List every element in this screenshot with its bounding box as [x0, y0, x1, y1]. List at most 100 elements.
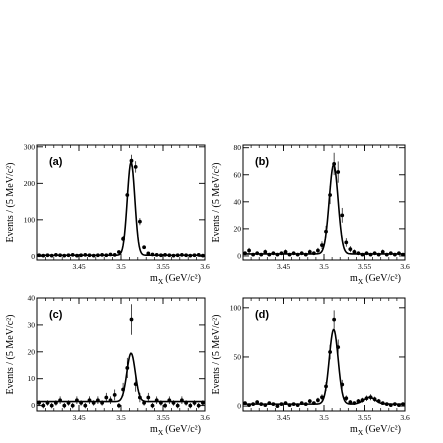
- data-point: [83, 403, 88, 408]
- data-point: [384, 252, 389, 257]
- data-point: [175, 403, 180, 408]
- data-point: [58, 253, 62, 258]
- fit-curve: [243, 328, 405, 405]
- data-point: [267, 252, 272, 257]
- data-point: [62, 403, 67, 408]
- data-point: [384, 402, 389, 407]
- x-tick-label: 3.5: [116, 262, 126, 271]
- data-point: [167, 253, 172, 258]
- data-point: [96, 398, 100, 403]
- data-point: [171, 401, 176, 405]
- data-point: [96, 253, 100, 258]
- data-point: [125, 366, 130, 370]
- data-point: [201, 401, 205, 405]
- data-point: [129, 317, 134, 322]
- data-point: [104, 395, 109, 400]
- data-point: [275, 252, 280, 257]
- data-point: [41, 253, 46, 258]
- data-point: [100, 401, 104, 405]
- x-tick-label: 3.45: [72, 262, 85, 271]
- data-point: [332, 317, 337, 322]
- data-point: [167, 398, 172, 403]
- data-point: [196, 252, 201, 257]
- chart-panel: 3.45 3.5 3.55 3.6 0 20 40 60 80 (b) mX (GeV/c²) Even…: [211, 143, 410, 286]
- data-point: [66, 401, 71, 405]
- data-point: [259, 252, 264, 257]
- y-tick-label: 300: [24, 142, 36, 151]
- data-point: [271, 402, 276, 407]
- data-point: [125, 193, 130, 197]
- data-point: [360, 398, 365, 403]
- data-point: [279, 402, 284, 407]
- y-axis-title: Events / (5 MeV/c²): [211, 315, 222, 395]
- data-point: [328, 193, 332, 197]
- data-point: [37, 253, 41, 258]
- data-point: [54, 401, 58, 405]
- data-point: [108, 252, 113, 257]
- data-point: [49, 253, 54, 258]
- data-point: [356, 251, 361, 256]
- data-point: [295, 252, 300, 257]
- data-point: [263, 249, 268, 254]
- data-point: [295, 403, 300, 408]
- data-point: [180, 398, 184, 403]
- fit-curve: [37, 161, 205, 257]
- y-tick-label: 10: [28, 374, 36, 383]
- data-point: [133, 165, 138, 169]
- data-point: [79, 401, 83, 405]
- data-point: [192, 253, 197, 258]
- data-point: [133, 382, 138, 386]
- data-point: [75, 398, 79, 403]
- data-point: [87, 253, 92, 258]
- data-point: [401, 402, 405, 407]
- data-point: [154, 252, 159, 257]
- data-point: [259, 402, 264, 407]
- x-tick-label: 3.55: [156, 413, 169, 422]
- data-point: [100, 252, 104, 257]
- chart-panel: 3.45 3.5 3.55 3.6 0 100 200 300 (a) mX (GeV/c²) Eve…: [5, 142, 210, 286]
- data-point: [138, 219, 142, 224]
- data-point: [332, 162, 337, 166]
- y-tick-label: 50: [234, 352, 242, 361]
- data-point: [336, 345, 341, 350]
- data-point: [392, 402, 397, 407]
- data-point: [180, 252, 184, 257]
- data-point: [324, 229, 328, 234]
- data-point: [364, 396, 369, 401]
- data-point: [388, 251, 393, 256]
- panel-label: (c): [49, 309, 63, 321]
- data-point: [271, 251, 276, 256]
- data-point: [201, 253, 205, 258]
- data-point: [243, 401, 247, 406]
- data-point: [75, 253, 79, 258]
- x-tick-label: 3.45: [72, 413, 85, 422]
- data-point: [142, 245, 147, 250]
- data-point: [348, 400, 353, 405]
- data-point: [45, 401, 50, 405]
- data-point: [311, 251, 316, 256]
- panel-label: (b): [255, 156, 269, 168]
- data-point: [356, 399, 361, 404]
- y-tick-label: 30: [28, 320, 36, 329]
- data-point: [142, 401, 147, 405]
- data-point: [311, 401, 316, 406]
- data-point: [344, 396, 349, 401]
- data-point: [352, 249, 357, 254]
- x-tick-label: 3.6: [200, 413, 210, 422]
- data-point: [83, 252, 88, 257]
- data-point: [291, 402, 296, 407]
- x-tick-label: 3.5: [319, 413, 329, 422]
- x-tick-label: 3.55: [156, 262, 169, 271]
- data-point: [37, 401, 41, 405]
- data-point: [121, 236, 125, 241]
- data-point: [62, 253, 67, 258]
- data-point: [184, 401, 189, 405]
- data-point: [380, 401, 385, 406]
- x-tick-label: 3.6: [400, 262, 410, 271]
- data-point: [397, 403, 401, 408]
- data-point: [171, 253, 176, 258]
- data-point: [360, 252, 365, 257]
- data-point: [251, 402, 256, 407]
- data-point: [91, 253, 96, 258]
- data-point: [303, 402, 308, 407]
